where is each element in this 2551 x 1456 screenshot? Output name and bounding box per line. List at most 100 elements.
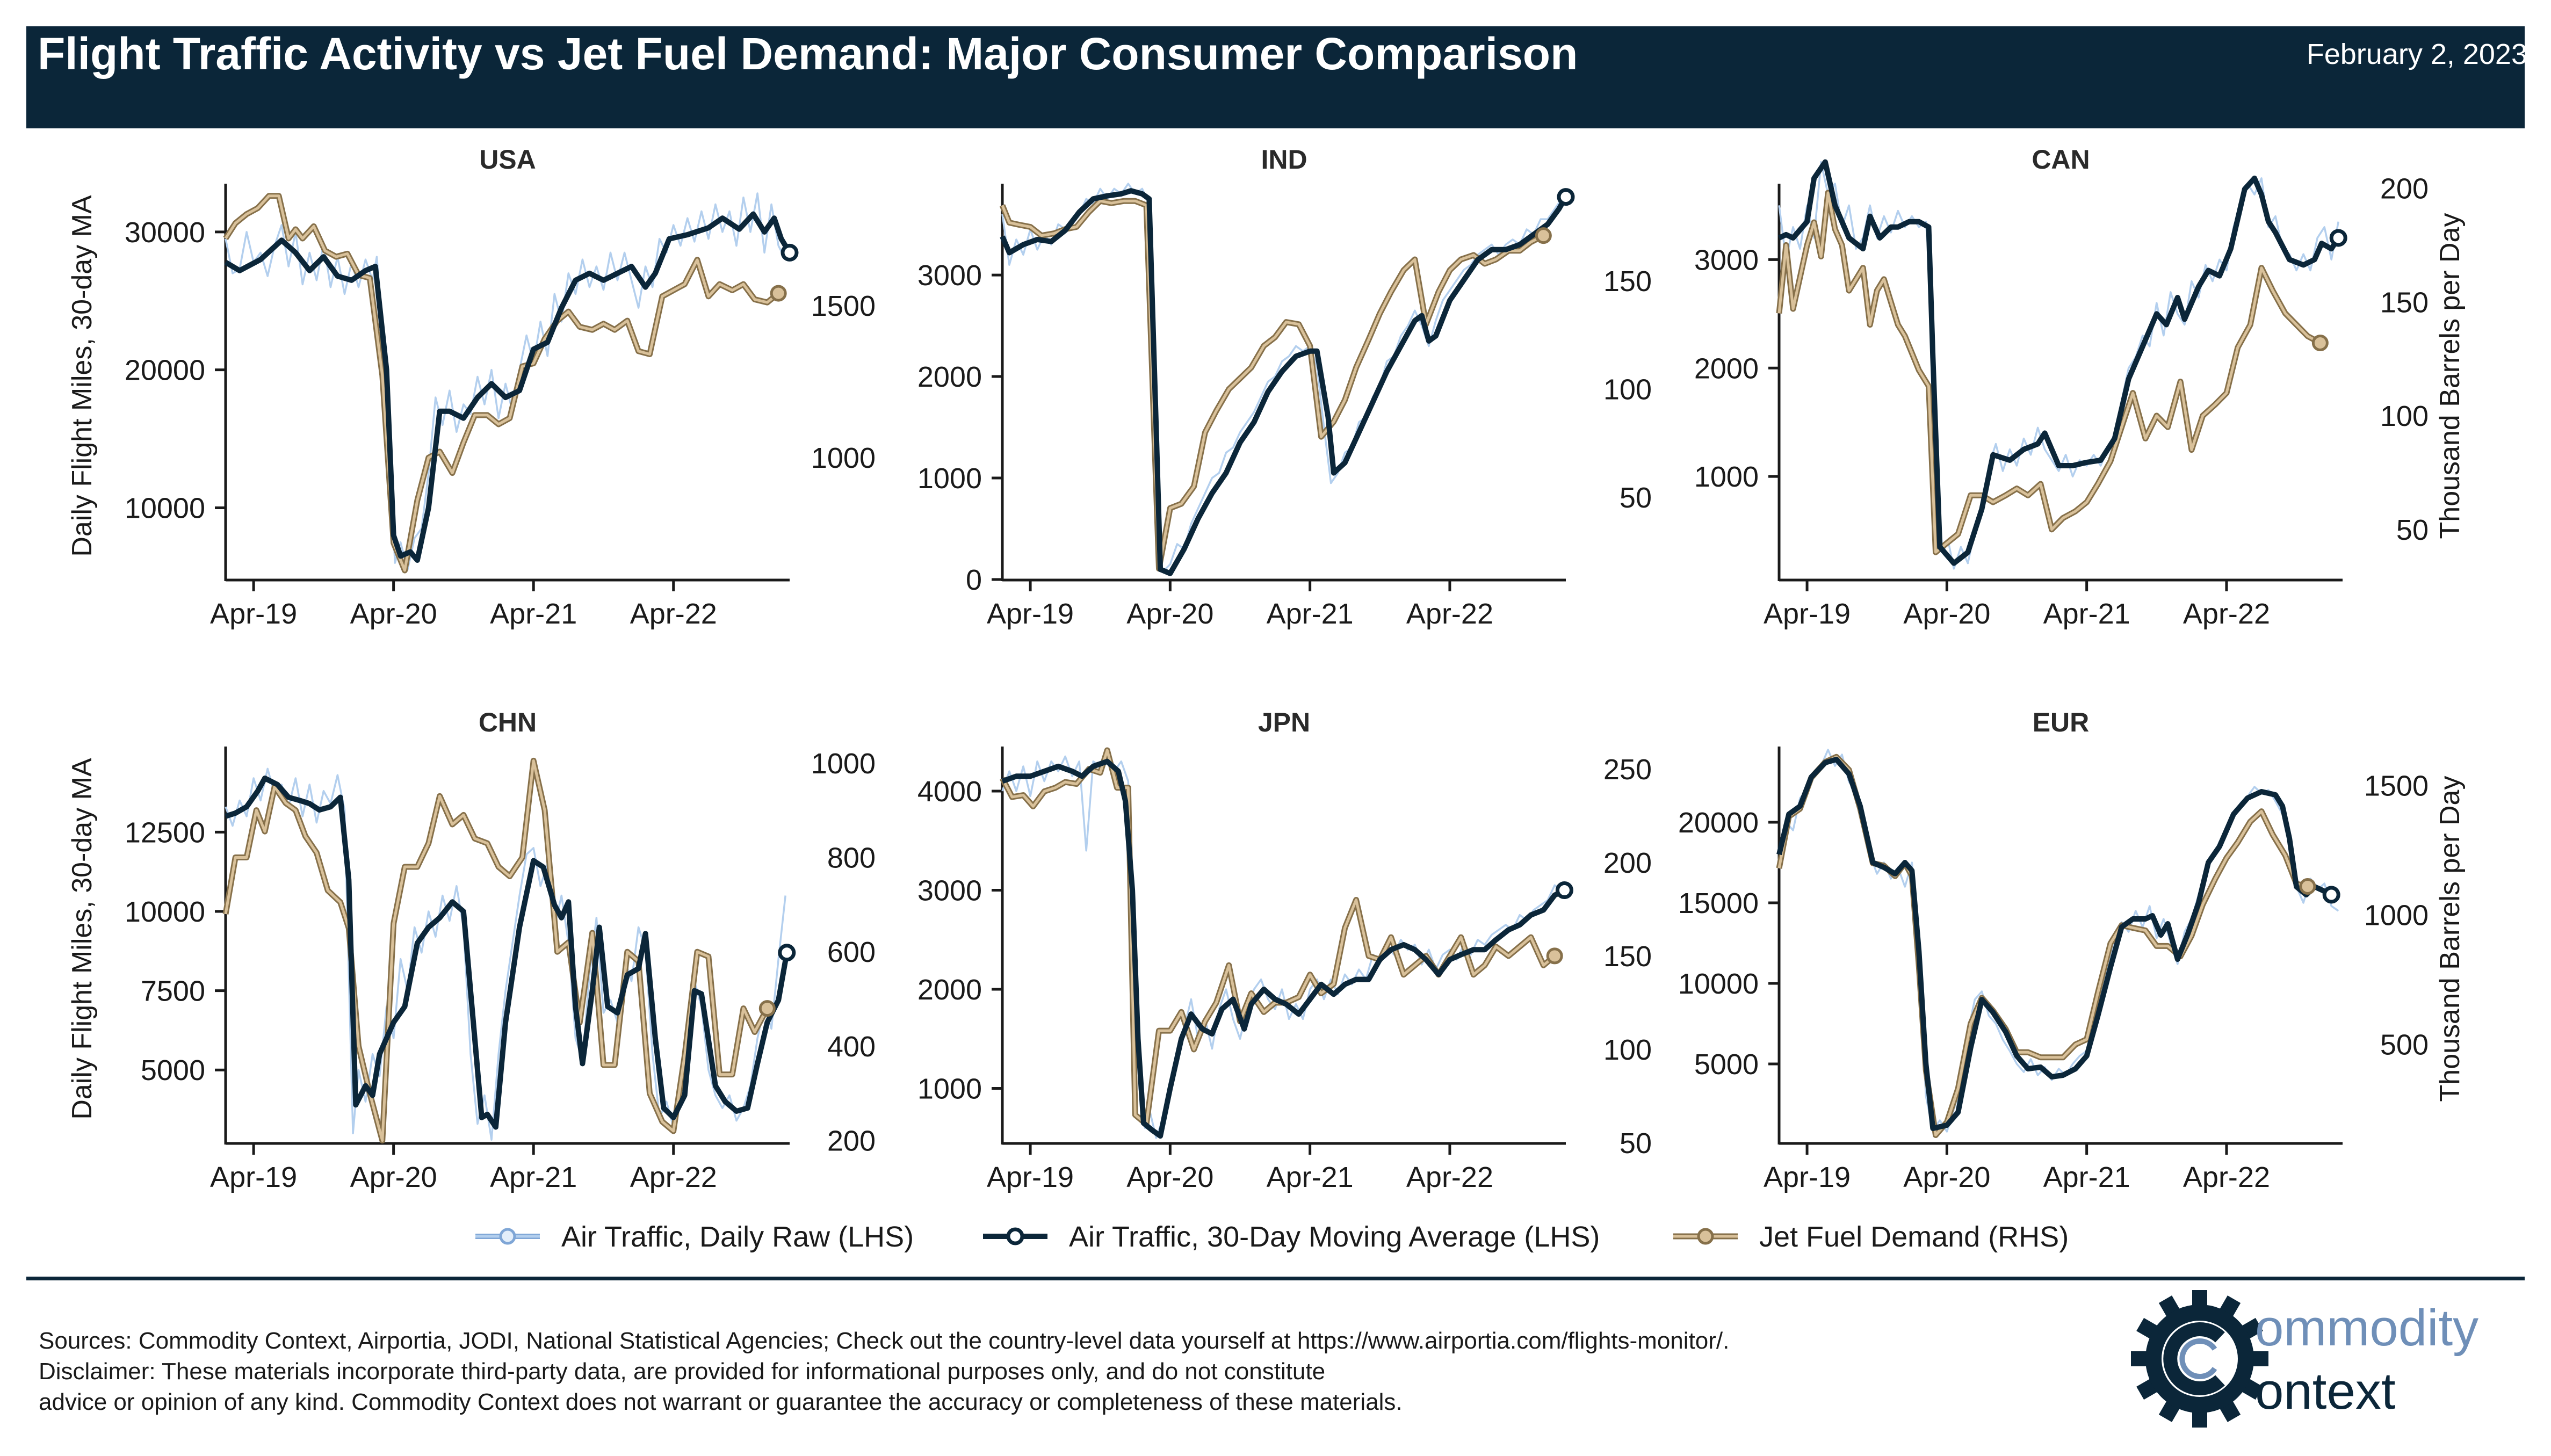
rhs-tick-label: 100 — [1603, 1034, 1652, 1066]
rhs-tick-label: 200 — [2380, 172, 2429, 205]
chart-panel-jpn: JPN Apr-19 Apr-20 Apr-21 Apr-22 1000 2000 3000 4… — [917, 707, 1652, 1193]
series-fuel-line — [224, 759, 769, 1142]
lhs-tick-label: 10000 — [1678, 968, 1759, 1000]
page-title: Flight Traffic Activity vs Jet Fuel Dema… — [38, 28, 1578, 79]
x-tick-label: Apr-19 — [1764, 1161, 1851, 1193]
x-tick-label: Apr-22 — [2183, 598, 2270, 630]
rhs-tick-label: 50 — [1620, 1127, 1652, 1160]
series-ma-line — [225, 776, 790, 1130]
chart-panel-eur: EUR Apr-19 Apr-20 Apr-21 Apr-22 5000 10000 1500… — [1678, 707, 2429, 1193]
x-tick-label: Apr-22 — [630, 1161, 717, 1193]
series-ma-line — [1776, 757, 2333, 1131]
fuel-end-marker — [758, 1000, 776, 1017]
panel-title: CAN — [2032, 144, 2090, 175]
legend: Air Traffic, Daily Raw (LHS) Air Traffic,… — [475, 1221, 2069, 1253]
lhs-tick-label: 1000 — [1694, 461, 1759, 493]
legend-label-ma: Air Traffic, 30-Day Moving Average (LHS) — [1069, 1221, 1600, 1253]
x-tick-label: Apr-20 — [350, 1161, 437, 1193]
x-tick-label: Apr-19 — [987, 598, 1074, 630]
lhs-axis-title: Daily Flight Miles, 30-day MA — [67, 195, 98, 557]
lhs-tick-label: 20000 — [1678, 807, 1759, 839]
lhs-tick-label: 2000 — [1694, 352, 1759, 385]
disclaimer-line-1: Disclaimer: These materials incorporate … — [39, 1358, 1326, 1385]
legend-marker-ma — [1006, 1227, 1024, 1245]
rhs-tick-label: 150 — [1603, 940, 1652, 973]
ma-end-marker — [1555, 881, 1573, 900]
rhs-axis-title: Thousand Barrels per Day — [2434, 213, 2466, 539]
series-ma-line — [1001, 758, 1566, 1139]
x-tick-label: Apr-22 — [1406, 598, 1493, 630]
panel-title: EUR — [2033, 707, 2090, 737]
panel-title: USA — [479, 144, 536, 175]
commodity-context-logo: ommodity ontext — [2131, 1290, 2478, 1428]
legend-label-raw: Air Traffic, Daily Raw (LHS) — [561, 1221, 914, 1253]
x-tick-label: Apr-22 — [630, 598, 717, 630]
series-raw-line — [1778, 161, 2339, 570]
logo-word-commodity: ommodity — [2255, 1299, 2478, 1357]
chart-panel-chn: CHN Apr-19 Apr-20 Apr-21 Apr-22 5000 7500 10000… — [125, 707, 876, 1193]
series-ma-line — [1777, 159, 2341, 566]
ma-end-marker — [1557, 188, 1575, 206]
series-ma-line — [1000, 188, 1569, 576]
series-fuel-line — [1001, 749, 1556, 1126]
series-fuel-line — [1001, 199, 1544, 570]
series-fuel-line-outline — [1776, 754, 2309, 1138]
chart-panel-usa: USA Apr-19 Apr-20 Apr-21 Apr-22 10000 20000 300… — [125, 144, 876, 630]
x-tick-label: Apr-22 — [1406, 1161, 1493, 1193]
series-fuel-line — [224, 194, 779, 572]
sources-note: Sources: Commodity Context, Airportia, J… — [39, 1328, 1730, 1354]
lhs-tick-label: 1000 — [917, 462, 982, 495]
x-tick-label: Apr-20 — [1903, 598, 1990, 630]
lhs-tick-label: 10000 — [125, 896, 205, 928]
disclaimer-line-2: advice or opinion of any kind. Commodity… — [39, 1389, 1403, 1415]
x-tick-label: Apr-21 — [1267, 598, 1354, 630]
series-fuel-line — [1777, 191, 2321, 554]
rhs-axis-title: Thousand Barrels per Day — [2434, 776, 2466, 1102]
x-tick-label: Apr-21 — [490, 598, 577, 630]
header-bar — [26, 26, 2525, 128]
lhs-tick-label: 2000 — [917, 974, 982, 1006]
x-tick-label: Apr-21 — [2043, 598, 2130, 630]
series-fuel-line-outline — [1000, 747, 1557, 1127]
rhs-tick-label: 100 — [1603, 374, 1652, 406]
fuel-end-marker — [1546, 947, 1563, 965]
series-raw-line — [225, 192, 786, 571]
series-ma-line — [224, 211, 792, 563]
lhs-tick-label: 1000 — [917, 1073, 982, 1105]
x-tick-label: Apr-20 — [350, 598, 437, 630]
series-fuel-line-outline — [223, 193, 781, 574]
legend-marker-fuel — [1697, 1228, 1714, 1245]
x-tick-label: Apr-20 — [1126, 1161, 1213, 1193]
rhs-tick-label: 1500 — [811, 290, 876, 322]
chart-panel-ind: IND Apr-19 Apr-20 Apr-21 Apr-22 0 1000 2000 3000… — [917, 144, 1652, 630]
ma-end-marker — [2322, 886, 2340, 904]
rhs-tick-label: 150 — [2380, 286, 2429, 318]
footer-notes: Sources: Commodity Context, Airportia, J… — [39, 1325, 1729, 1417]
lhs-tick-label: 30000 — [125, 216, 205, 249]
rhs-tick-label: 200 — [1603, 847, 1652, 879]
x-tick-label: Apr-21 — [1267, 1161, 1354, 1193]
lhs-tick-label: 10000 — [125, 492, 205, 524]
lhs-tick-label: 20000 — [125, 354, 205, 387]
lhs-tick-label: 3000 — [917, 875, 982, 907]
lhs-tick-label: 5000 — [1694, 1048, 1759, 1081]
panel-title: JPN — [1258, 707, 1310, 737]
rhs-tick-label: 1500 — [2364, 770, 2429, 802]
panel-title: IND — [1261, 144, 1307, 175]
lhs-tick-label: 0 — [966, 564, 982, 596]
rhs-tick-label: 600 — [827, 936, 876, 968]
rhs-tick-label: 250 — [1603, 754, 1652, 786]
x-tick-label: Apr-19 — [987, 1161, 1074, 1193]
ma-end-marker — [778, 944, 796, 962]
x-tick-label: Apr-21 — [2043, 1161, 2130, 1193]
lhs-tick-label: 4000 — [917, 776, 982, 808]
gear-icon — [2131, 1290, 2268, 1428]
rhs-tick-label: 50 — [1620, 482, 1652, 514]
x-tick-label: Apr-19 — [210, 598, 297, 630]
x-tick-label: Apr-19 — [1764, 598, 1851, 630]
lhs-tick-label: 3000 — [1694, 244, 1759, 276]
fuel-end-marker — [1535, 227, 1552, 244]
x-tick-label: Apr-21 — [490, 1161, 577, 1193]
rhs-tick-label: 800 — [827, 842, 876, 874]
x-tick-label: Apr-20 — [1126, 598, 1213, 630]
